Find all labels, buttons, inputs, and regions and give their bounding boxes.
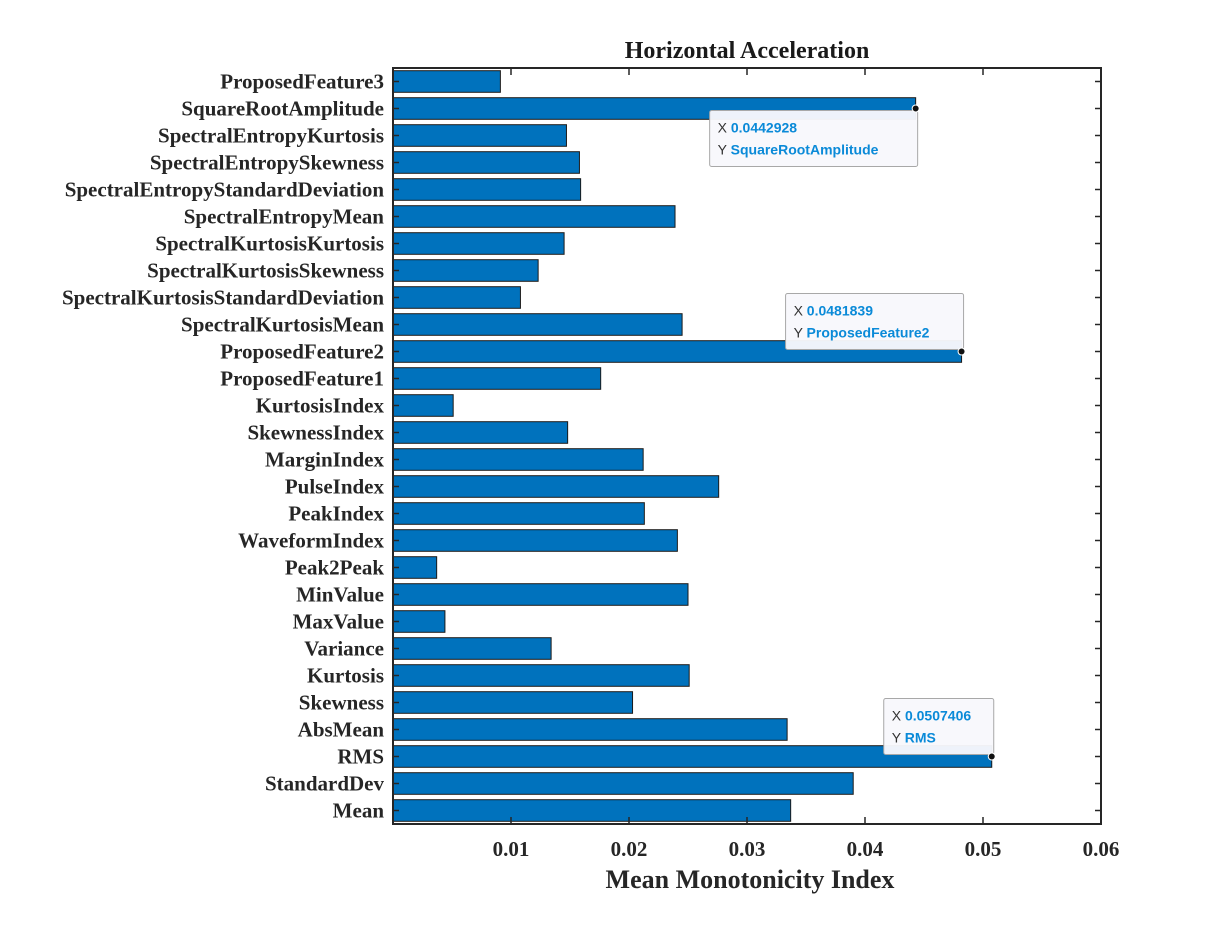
datatip-y-value: SquareRootAmplitude — [731, 142, 879, 158]
datatip-x-key: X — [794, 303, 807, 319]
bar-SpectralKurtosisMean[interactable] — [392, 313, 683, 336]
bar-WaveformIndex[interactable] — [392, 529, 678, 552]
bar-MinValue[interactable] — [392, 583, 689, 606]
datatip-y-row: Y SquareRootAmplitude — [718, 142, 879, 158]
y-tick-label: AbsMean — [298, 718, 385, 742]
bar-MarginIndex[interactable] — [392, 448, 644, 471]
datatip-y-key: Y — [718, 142, 731, 158]
bar-SpectralEntropyStandardDeviation[interactable] — [392, 178, 582, 201]
y-tick-label: MaxValue — [293, 610, 384, 634]
y-tick-label: ProposedFeature3 — [220, 70, 384, 94]
y-tick-label: SpectralKurtosisKurtosis — [155, 232, 384, 256]
y-tick-label: SpectralEntropyMean — [184, 205, 385, 229]
bar-MaxValue[interactable] — [392, 610, 446, 633]
datatip-x-value: 0.0442928 — [731, 120, 797, 136]
datatip-y-key: Y — [892, 730, 905, 746]
bar-SpectralEntropyMean[interactable] — [392, 205, 676, 228]
bar-SpectralEntropyKurtosis[interactable] — [392, 124, 567, 147]
bar-KurtosisIndex[interactable] — [392, 394, 454, 417]
datatip-box — [709, 110, 919, 167]
y-tick-label: SquareRootAmplitude — [181, 97, 384, 121]
y-tick-labels: Mean StandardDev RMS AbsMean Skewness Kurtosi… — [62, 70, 385, 823]
datatip-box — [785, 293, 965, 350]
datatip-x-key: X — [718, 120, 731, 136]
bar-SpectralEntropySkewness[interactable] — [392, 151, 580, 174]
datatip-marker — [911, 104, 920, 113]
x-axis-label: Mean Monotonicity Index — [606, 865, 895, 894]
y-tick-label: KurtosisIndex — [256, 394, 385, 418]
bar-Kurtosis[interactable] — [392, 664, 690, 687]
x-tick-labels: 0.01 0.02 0.03 0.04 0.05 0.06 — [493, 837, 1120, 861]
bar-Peak2Peak[interactable] — [392, 556, 438, 579]
y-tick-label: ProposedFeature1 — [220, 367, 384, 391]
datatip-x-key: X — [892, 708, 905, 724]
bar-Variance[interactable] — [392, 637, 552, 660]
y-tick-label: SpectralKurtosisMean — [181, 313, 384, 337]
bar-SkewnessIndex[interactable] — [392, 421, 569, 444]
y-tick-label: Mean — [333, 799, 385, 823]
y-tick-label: SpectralKurtosisStandardDeviation — [62, 286, 384, 310]
datatip-x-row: X 0.0442928 — [718, 120, 798, 136]
bar-Skewness[interactable] — [392, 691, 634, 714]
x-tick-label: 0.02 — [611, 837, 648, 861]
y-tick-label: WaveformIndex — [238, 529, 384, 553]
x-tick-label: 0.06 — [1083, 837, 1120, 861]
y-tick-label: SpectralKurtosisSkewness — [147, 259, 384, 283]
datatip-y-key: Y — [794, 325, 807, 341]
bar-AbsMean[interactable] — [392, 718, 788, 741]
datatip-marker — [957, 347, 966, 356]
y-tick-label: Variance — [304, 637, 384, 661]
y-tick-label: SpectralEntropyStandardDeviation — [65, 178, 385, 202]
bar-Mean[interactable] — [392, 799, 792, 822]
y-tick-label: SkewnessIndex — [247, 421, 384, 445]
x-tick-label: 0.05 — [965, 837, 1002, 861]
bars-group — [392, 70, 993, 822]
bar-PeakIndex[interactable] — [392, 502, 645, 525]
y-tick-label: Peak2Peak — [285, 556, 384, 580]
y-tick-label: ProposedFeature2 — [220, 340, 384, 364]
y-tick-label: MarginIndex — [265, 448, 385, 472]
datatip-x-row: X 0.0481839 — [794, 303, 874, 319]
datatip-x-value: 0.0481839 — [807, 303, 873, 319]
datatip-x-value: 0.0507406 — [905, 708, 971, 724]
chart-title: Horizontal Acceleration — [625, 38, 870, 64]
bar-StandardDev[interactable] — [392, 772, 854, 795]
datatip-y-row: Y ProposedFeature2 — [794, 325, 930, 341]
y-tick-label: PeakIndex — [288, 502, 384, 526]
x-tick-label: 0.04 — [847, 837, 884, 861]
y-tick-label: MinValue — [296, 583, 384, 607]
bar-SpectralKurtosisStandardDeviation[interactable] — [392, 286, 521, 309]
bar-PulseIndex[interactable] — [392, 475, 720, 498]
datatip-y-value: RMS — [905, 730, 936, 746]
tick-marks — [393, 68, 1102, 824]
x-tick-label: 0.03 — [729, 837, 766, 861]
y-tick-label: StandardDev — [265, 772, 385, 796]
bar-ProposedFeature1[interactable] — [392, 367, 602, 390]
datatip-x-row: X 0.0507406 — [892, 708, 972, 724]
x-tick-label: 0.01 — [493, 837, 530, 861]
y-tick-label: Skewness — [299, 691, 384, 715]
datatip-y-value: ProposedFeature2 — [807, 325, 930, 341]
datatip-y-row: Y RMS — [892, 730, 936, 746]
bar-SpectralKurtosisSkewness[interactable] — [392, 259, 539, 282]
y-tick-label: RMS — [337, 745, 384, 769]
y-tick-label: PulseIndex — [285, 475, 385, 499]
y-tick-label: Kurtosis — [307, 664, 384, 688]
bar-ProposedFeature3[interactable] — [392, 70, 501, 93]
datatip-marker — [987, 752, 996, 761]
datatip-box — [883, 698, 995, 755]
y-tick-label: SpectralEntropyKurtosis — [158, 124, 384, 148]
bar-SpectralKurtosisKurtosis[interactable] — [392, 232, 565, 255]
y-tick-label: SpectralEntropySkewness — [150, 151, 384, 175]
